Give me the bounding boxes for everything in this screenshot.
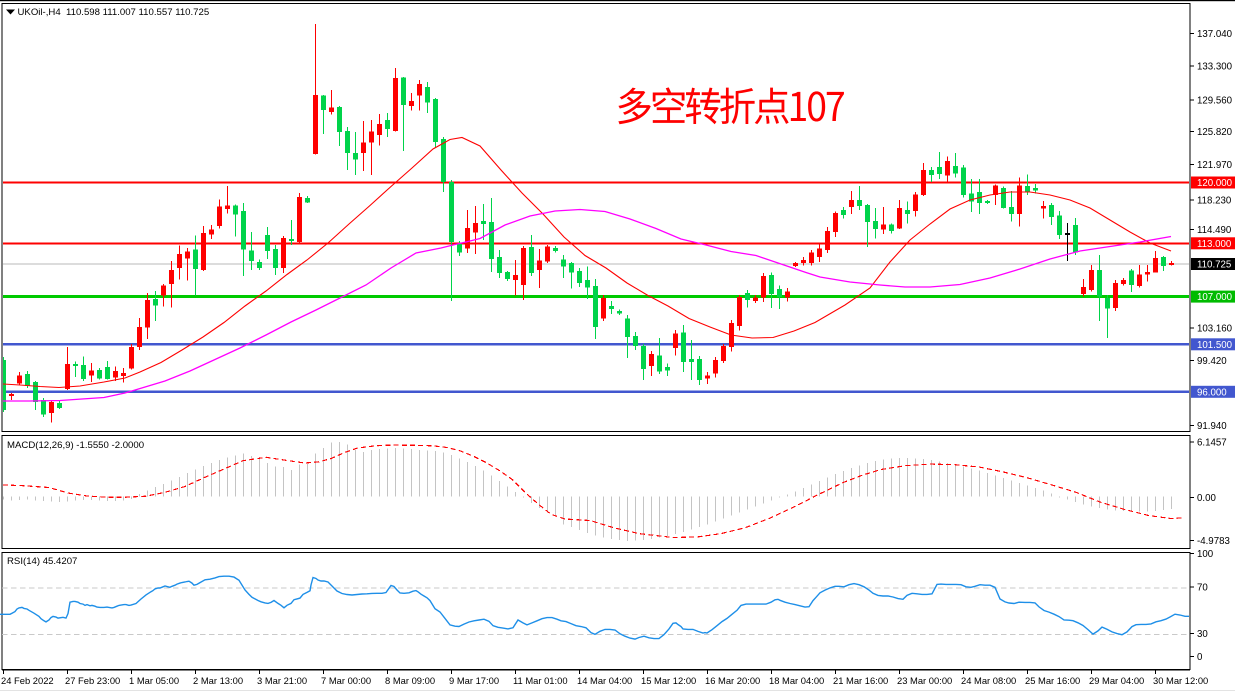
svg-text:101.500: 101.500 (1197, 340, 1233, 351)
svg-text:103.160: 103.160 (1197, 323, 1233, 334)
svg-text:30: 30 (1197, 629, 1208, 640)
svg-text:70: 70 (1197, 582, 1208, 593)
svg-text:27 Feb 23:00: 27 Feb 23:00 (65, 675, 120, 686)
svg-text:107.000: 107.000 (1197, 292, 1233, 303)
svg-text:11 Mar 01:00: 11 Mar 01:00 (513, 675, 568, 686)
svg-text:24 Feb 2022: 24 Feb 2022 (1, 675, 54, 686)
svg-text:23 Mar 00:00: 23 Mar 00:00 (897, 675, 952, 686)
svg-text:133.300: 133.300 (1197, 61, 1233, 72)
svg-text:2 Mar 13:00: 2 Mar 13:00 (193, 675, 243, 686)
svg-text:120.000: 120.000 (1197, 178, 1233, 189)
svg-text:0: 0 (1197, 652, 1203, 663)
svg-text:114.490: 114.490 (1197, 225, 1232, 236)
svg-text:14 Mar 04:00: 14 Mar 04:00 (577, 675, 632, 686)
svg-text:-4.9783: -4.9783 (1197, 536, 1230, 547)
svg-text:125.820: 125.820 (1197, 127, 1233, 138)
svg-text:100: 100 (1197, 549, 1214, 560)
svg-text:UKOil-,H4 110.598 111.007 110: UKOil-,H4 110.598 111.007 110.557 110.72… (18, 7, 210, 18)
svg-text:113.000: 113.000 (1197, 239, 1232, 250)
svg-text:110.725: 110.725 (1197, 260, 1231, 271)
svg-text:1 Mar 05:00: 1 Mar 05:00 (129, 675, 179, 686)
svg-text:137.040: 137.040 (1197, 29, 1233, 40)
svg-text:16 Mar 20:00: 16 Mar 20:00 (705, 675, 760, 686)
svg-text:0.00: 0.00 (1197, 493, 1216, 504)
svg-text:121.970: 121.970 (1197, 160, 1233, 171)
svg-text:24 Mar 08:00: 24 Mar 08:00 (961, 675, 1016, 686)
svg-text:18 Mar 04:00: 18 Mar 04:00 (769, 675, 824, 686)
svg-text:RSI(14) 45.4207: RSI(14) 45.4207 (7, 556, 77, 567)
svg-text:91.940: 91.940 (1197, 421, 1227, 432)
svg-text:15 Mar 12:00: 15 Mar 12:00 (641, 675, 696, 686)
svg-text:118.230: 118.230 (1197, 195, 1232, 206)
svg-text:9 Mar 17:00: 9 Mar 17:00 (449, 675, 499, 686)
svg-text:7 Mar 00:00: 7 Mar 00:00 (321, 675, 371, 686)
svg-text:21 Mar 16:00: 21 Mar 16:00 (833, 675, 888, 686)
svg-text:129.560: 129.560 (1197, 95, 1233, 106)
svg-text:99.420: 99.420 (1197, 356, 1227, 367)
svg-text:3 Mar 21:00: 3 Mar 21:00 (257, 675, 307, 686)
svg-text:MACD(12,26,9) -1.5550 -2.0000: MACD(12,26,9) -1.5550 -2.0000 (7, 440, 144, 451)
svg-text:29 Mar 04:00: 29 Mar 04:00 (1089, 675, 1144, 686)
svg-text:30 Mar 12:00: 30 Mar 12:00 (1153, 675, 1208, 686)
svg-text:96.000: 96.000 (1197, 387, 1227, 398)
svg-text:6.1457: 6.1457 (1197, 437, 1227, 448)
svg-text:25 Mar 16:00: 25 Mar 16:00 (1025, 675, 1080, 686)
svg-text:8 Mar 09:00: 8 Mar 09:00 (385, 675, 435, 686)
